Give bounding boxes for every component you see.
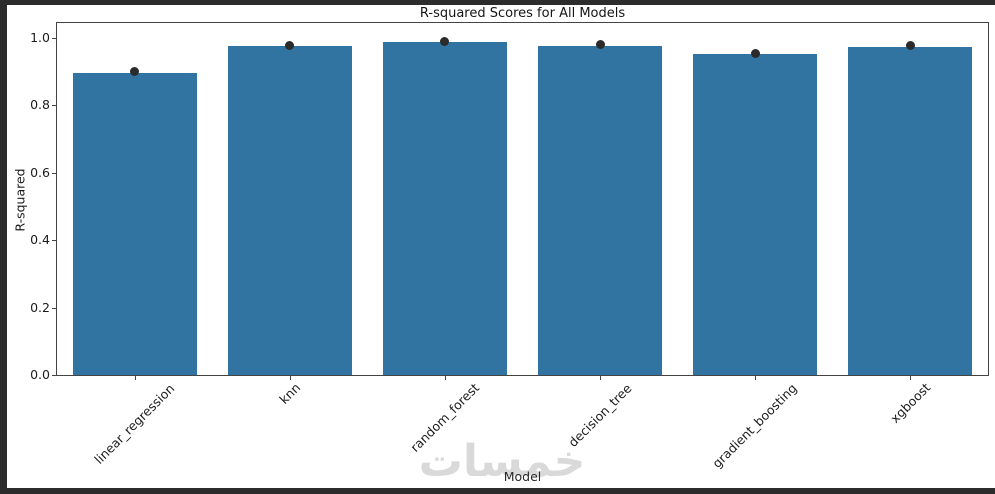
x-tick-mark-icon — [910, 376, 912, 380]
x-tick-label: xgboost — [887, 380, 934, 427]
bar-decision_tree — [538, 45, 663, 375]
y-tick-label: 0.6 — [30, 164, 50, 180]
y-tick-mark-icon — [52, 307, 56, 309]
window-border-bottom-icon — [0, 488, 995, 494]
point-xgboost — [905, 41, 915, 51]
y-tick-mark-icon — [52, 37, 56, 39]
x-tick-mark-icon — [600, 376, 602, 380]
bar-knn — [227, 46, 352, 375]
x-tick-mark-icon — [289, 376, 291, 380]
y-tick-label: 0.4 — [30, 232, 50, 248]
y-tick-label: 0.8 — [30, 97, 50, 113]
bar-random_forest — [382, 42, 507, 375]
x-tick-label: gradient_boosting — [709, 380, 801, 471]
window-border-left-icon — [0, 0, 7, 494]
x-tick-label: linear_regression — [91, 380, 178, 467]
x-tick-label: knn — [275, 380, 303, 408]
y-tick-label: 1.0 — [30, 29, 50, 45]
y-tick-mark-icon — [52, 105, 56, 107]
y-tick-mark-icon — [52, 240, 56, 242]
x-tick-mark-icon — [444, 376, 446, 380]
window-border-top-icon — [0, 0, 995, 5]
x-tick-mark-icon — [134, 376, 136, 380]
point-gradient_boosting — [750, 48, 760, 58]
point-knn — [285, 41, 295, 51]
point-decision_tree — [595, 40, 605, 50]
bar-xgboost — [848, 46, 973, 375]
y-tick-label: 0.2 — [30, 299, 50, 315]
y-tick-label: 0.0 — [30, 367, 50, 382]
x-tick-label: decision_tree — [565, 380, 635, 450]
x-tick-mark-icon — [755, 376, 757, 380]
axes — [56, 22, 989, 376]
bar-linear_regression — [72, 73, 197, 375]
y-tick-mark-icon — [52, 172, 56, 174]
watermark: خمسات — [418, 436, 586, 487]
y-tick-mark-icon — [52, 375, 56, 376]
point-linear_regression — [130, 67, 140, 77]
x-axis-label: Model — [503, 469, 542, 484]
chart-title: R-squared Scores for All Models — [419, 6, 626, 21]
bar-gradient_boosting — [693, 54, 818, 375]
point-random_forest — [440, 36, 450, 46]
